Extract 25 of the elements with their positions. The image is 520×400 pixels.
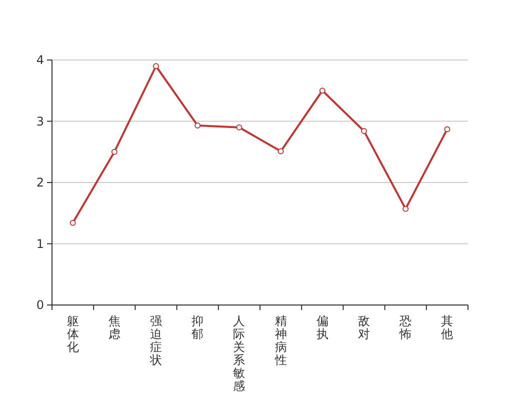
x-tick-label: 强迫症状 [149, 314, 162, 367]
y-tick-label: 4 [36, 53, 44, 67]
x-tick-label: 恐怖 [398, 314, 412, 341]
y-tick-label: 3 [36, 114, 44, 128]
point [153, 63, 159, 70]
x-tick-label: 躯体化 [66, 314, 79, 354]
x-tick-label: 偏执 [316, 314, 328, 341]
point [236, 124, 242, 130]
point [444, 126, 450, 132]
point [278, 148, 284, 154]
y-tick-label: 0 [36, 298, 44, 312]
y-tick-label: 1 [36, 236, 44, 251]
x-tick-label: 敌对 [358, 314, 370, 341]
point [70, 220, 76, 226]
point [194, 122, 201, 129]
point [111, 148, 118, 155]
x-tick-label: 抑郁 [192, 314, 204, 341]
point [319, 88, 326, 94]
x-tick-label: 焦虑 [108, 314, 120, 341]
x-tick-label: 人际关系敏感 [233, 314, 246, 393]
x-tick-label: 其他 [441, 314, 454, 341]
point [361, 128, 367, 134]
y-tick-label: 2 [36, 176, 44, 190]
point [402, 206, 409, 212]
x-tick-label: 精神病性 [274, 314, 287, 367]
